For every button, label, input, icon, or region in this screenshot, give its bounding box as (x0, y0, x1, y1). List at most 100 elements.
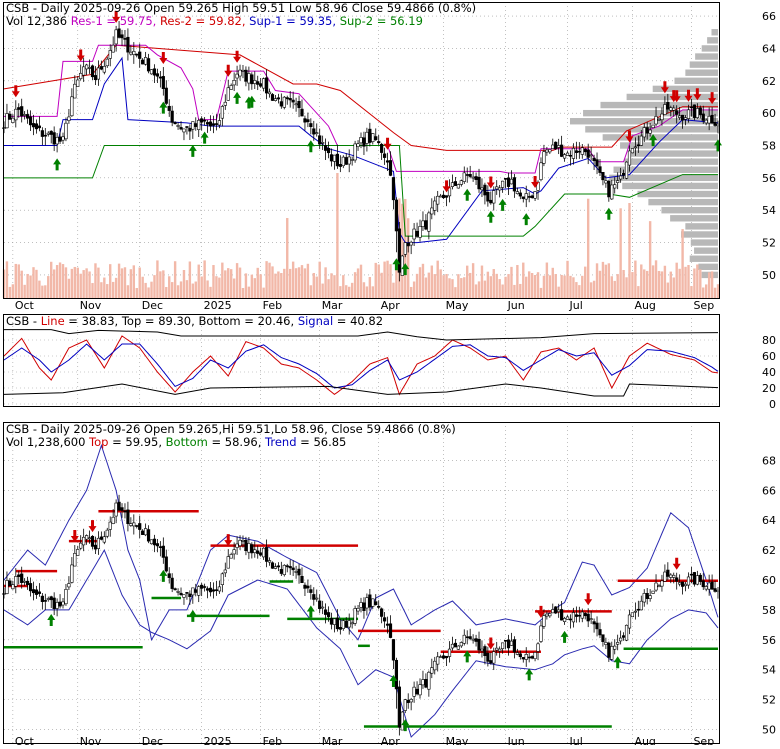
candle-body (82, 536, 86, 546)
candle-body (312, 128, 316, 135)
candle-body (574, 614, 578, 617)
candle-body (28, 583, 33, 592)
volume-bar (330, 273, 333, 298)
candle-body (666, 102, 670, 110)
panel3-y-tick-label: 54 (762, 664, 776, 677)
volume-bar (622, 270, 625, 298)
volume-bar (294, 268, 298, 298)
candle-body (105, 529, 109, 537)
candle-body (477, 176, 481, 190)
volume-bar (109, 264, 112, 298)
panel2-legend-item: = 20.46, (241, 314, 298, 328)
candle-body (211, 123, 216, 126)
volume-bar (666, 282, 670, 298)
candle-body (465, 174, 469, 176)
candle-body (285, 97, 289, 100)
candle-body (698, 107, 702, 115)
candle-body (421, 220, 425, 227)
candle-body (43, 600, 47, 602)
candle-body (474, 638, 478, 642)
volume-bar (247, 286, 251, 298)
candle-body (621, 635, 626, 638)
candle-body (374, 136, 378, 141)
candle-body (645, 593, 649, 599)
volume-profile-bar (622, 182, 718, 190)
candle-body (595, 622, 599, 630)
volume-bar (445, 274, 448, 298)
volume-bar (439, 269, 442, 298)
candle-body (415, 688, 419, 695)
panel3-grid (4, 422, 718, 743)
candle-body (394, 199, 399, 232)
candle-body (418, 226, 422, 238)
volume-bar (141, 276, 144, 298)
candle-body (67, 583, 71, 588)
candle-body (598, 166, 602, 173)
candle-body (232, 549, 236, 555)
candle-body (707, 582, 711, 590)
volume-bar (625, 277, 628, 298)
volume-bar (244, 273, 248, 298)
panel1-legend-item: Sup-2 = 56.19 (340, 14, 423, 28)
volume-bar (306, 263, 310, 298)
volume-bar (657, 270, 661, 298)
candle-body (120, 507, 124, 511)
candle-body (5, 580, 9, 594)
candle-body (14, 576, 18, 587)
candle-body (188, 127, 192, 132)
candle-body (220, 106, 224, 119)
volume-bar (50, 261, 53, 298)
candle-body (31, 123, 36, 128)
panel1-y-tick-label: 54 (762, 204, 776, 217)
candle-body (616, 180, 620, 183)
candle-body (539, 625, 543, 642)
candle-body (141, 530, 145, 535)
candle-body (365, 597, 369, 609)
candle-body (149, 69, 154, 75)
candle-body (46, 132, 50, 135)
candle-body (571, 612, 576, 623)
candle-body (173, 122, 177, 125)
buy-arrow-icon (560, 630, 569, 643)
candle-body (40, 130, 44, 137)
candle-body (135, 525, 139, 527)
candle-body (105, 58, 109, 67)
res1-line (4, 44, 718, 174)
volume-bar (492, 269, 495, 298)
volume-bar (339, 286, 342, 298)
volume-bar (153, 275, 156, 298)
volume-bar (288, 268, 292, 298)
candle-body (483, 646, 487, 657)
candle-body (374, 601, 378, 605)
buy-arrow-icon (522, 213, 531, 226)
candle-body (211, 589, 216, 592)
volume-bar (640, 264, 643, 298)
candle-body (666, 569, 670, 577)
panel1-x-tick-label: Jul (569, 299, 583, 312)
candle-body (509, 640, 514, 646)
candle-body (138, 523, 142, 530)
panel-frame (3, 314, 720, 407)
volume-bar (111, 281, 115, 298)
candle-body (362, 602, 366, 611)
panel2-legend-item: = 38.83, (65, 314, 122, 328)
panel1-legend-item: Res-2 = 59.82, (160, 14, 249, 28)
panel1-legend-item: Vol 12,386 (6, 14, 71, 28)
candle-body (657, 119, 661, 121)
candle-body (589, 618, 593, 620)
volume-bar (61, 264, 65, 298)
panel1-candles (2, 20, 720, 282)
candle-body (235, 543, 239, 548)
volume-bar (415, 273, 419, 298)
candle-body (692, 104, 696, 118)
volume-bar (117, 263, 121, 298)
candle-body (698, 574, 702, 582)
candle-body (291, 567, 295, 571)
candle-body (67, 116, 71, 121)
buy-arrow-icon (401, 719, 410, 732)
candle-body (672, 107, 676, 111)
panel1-title: CSB - Daily 2025-09-26 Open 59.265 High … (6, 1, 476, 15)
candle-body (152, 538, 157, 546)
volume-bar (471, 263, 475, 298)
panel3-legend-item: Bottom (166, 435, 208, 449)
